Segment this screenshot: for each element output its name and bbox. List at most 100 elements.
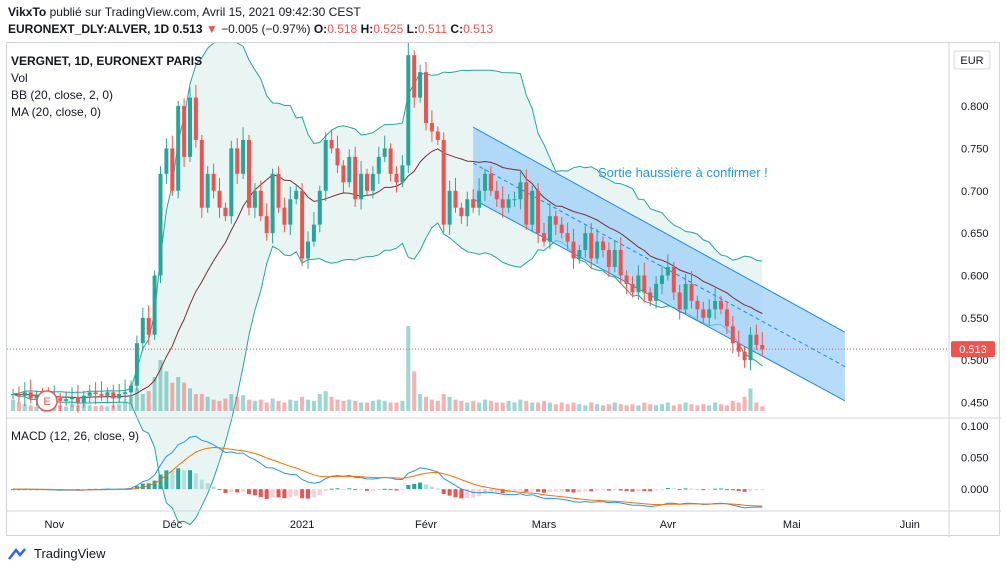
candle-body <box>99 394 104 396</box>
volume-bar <box>648 404 653 411</box>
currency-badge[interactable]: EUR <box>953 50 991 70</box>
footer-brand: TradingView <box>34 546 106 561</box>
candle-body <box>223 207 228 217</box>
candle-body <box>483 173 487 191</box>
macd-histogram-bar <box>441 489 446 494</box>
candle-body <box>394 173 399 183</box>
macd-histogram-bar <box>730 489 735 491</box>
legend-vol[interactable]: Vol <box>11 71 28 85</box>
volume-bar <box>376 399 381 411</box>
candle-body <box>754 334 759 345</box>
annotation-text[interactable]: Sortie haussière à confirmer ! <box>598 165 768 180</box>
volume-bar <box>217 400 222 411</box>
volume-bar <box>335 399 340 411</box>
candle-body <box>105 392 110 396</box>
candle-body <box>34 395 39 399</box>
candle-body <box>217 190 222 208</box>
volume-bar <box>683 402 688 411</box>
candle-body <box>418 72 423 98</box>
candle-body <box>235 148 240 174</box>
volume-bar <box>270 398 275 411</box>
legend-macd[interactable]: MACD (12, 26, close, 9) <box>11 429 139 443</box>
macd-histogram-bar <box>518 489 523 491</box>
volume-bar <box>223 398 228 411</box>
volume-bar <box>642 402 647 411</box>
volume-bar <box>176 377 181 411</box>
earnings-event-marker[interactable]: E <box>36 390 58 412</box>
macd-tick-label: 0.050 <box>961 453 989 465</box>
candle-body <box>583 233 588 251</box>
signal-line <box>13 446 763 507</box>
macd-histogram-bar <box>217 489 222 491</box>
candle-body <box>736 343 741 352</box>
candle-body <box>459 207 464 217</box>
macd-histogram-bar <box>748 489 753 491</box>
macd-histogram-bar <box>524 489 529 492</box>
macd-histogram-bar <box>223 489 228 493</box>
candle-body <box>424 72 428 123</box>
chart-container[interactable]: 0.8500.8000.7500.7000.6500.6000.5500.500… <box>6 39 1001 537</box>
volume-bar <box>64 406 69 411</box>
volume-bar <box>306 399 310 411</box>
candle-body <box>129 385 133 393</box>
volume-bar <box>317 394 322 411</box>
candle-body <box>152 275 157 335</box>
volume-bar <box>665 402 670 411</box>
macd-histogram-bar <box>542 489 546 493</box>
volume-bar <box>282 402 287 411</box>
macd-histogram-bar <box>547 489 552 492</box>
volume-bar <box>577 404 582 411</box>
descending-channel[interactable] <box>472 126 846 402</box>
macd-histogram-bar <box>465 489 470 498</box>
candle-body <box>488 173 493 191</box>
volume-bar <box>571 402 576 411</box>
macd-histogram-bar <box>152 480 157 490</box>
ma-line <box>12 148 763 399</box>
volume-bar <box>406 326 411 411</box>
candle-body <box>630 283 635 293</box>
macd-histogram-bar <box>618 489 623 491</box>
volume-bar <box>471 400 476 411</box>
macd-histogram-bar <box>583 489 588 492</box>
macd-histogram-bar <box>412 484 417 490</box>
open-label: O: <box>313 22 328 36</box>
macd-histogram-bar <box>494 489 499 494</box>
macd-histogram-bar <box>424 484 428 490</box>
macd-histogram-bar <box>353 489 358 491</box>
macd-histogram-bar <box>713 488 718 490</box>
volume-bar <box>595 404 600 411</box>
tradingview-logo[interactable]: TradingView <box>8 546 106 561</box>
candle-body <box>288 199 293 225</box>
macd-histogram-bar <box>418 482 423 490</box>
candle-body <box>353 156 358 200</box>
candle-body <box>347 156 352 183</box>
volume-bar <box>719 404 723 411</box>
publisher-name[interactable]: VikxTo <box>8 5 47 19</box>
macd-histogram-bar <box>559 489 564 492</box>
volume-bar <box>241 395 246 411</box>
candle-body <box>713 300 718 310</box>
macd-histogram-bar <box>306 489 310 499</box>
candle-body <box>294 190 299 200</box>
volume-bar <box>359 402 364 411</box>
legend-ma[interactable]: MA (20, close, 0) <box>11 105 101 119</box>
volume-bar <box>205 396 210 411</box>
time-tick-label: Déc <box>163 519 183 531</box>
macd-histogram-bar <box>193 473 198 490</box>
macd-histogram-bar <box>388 489 393 491</box>
legend-bb[interactable]: BB (20, close, 2, 0) <box>11 88 113 102</box>
volume-bar <box>370 400 375 411</box>
volume-bar <box>583 405 588 411</box>
volume-bar <box>724 405 729 411</box>
volume-bar <box>323 391 328 411</box>
macd-histogram-bar <box>677 489 682 491</box>
volume-bar <box>606 404 611 411</box>
candle-body <box>577 250 582 259</box>
candle-body <box>412 55 417 98</box>
volume-bar <box>158 360 163 411</box>
volume-bar <box>70 404 74 411</box>
volume-bar <box>530 402 535 411</box>
candle-body <box>241 139 246 174</box>
chart-svg[interactable]: 0.8500.8000.7500.7000.6500.6000.5500.500… <box>7 39 1001 537</box>
candle-body <box>28 392 33 399</box>
